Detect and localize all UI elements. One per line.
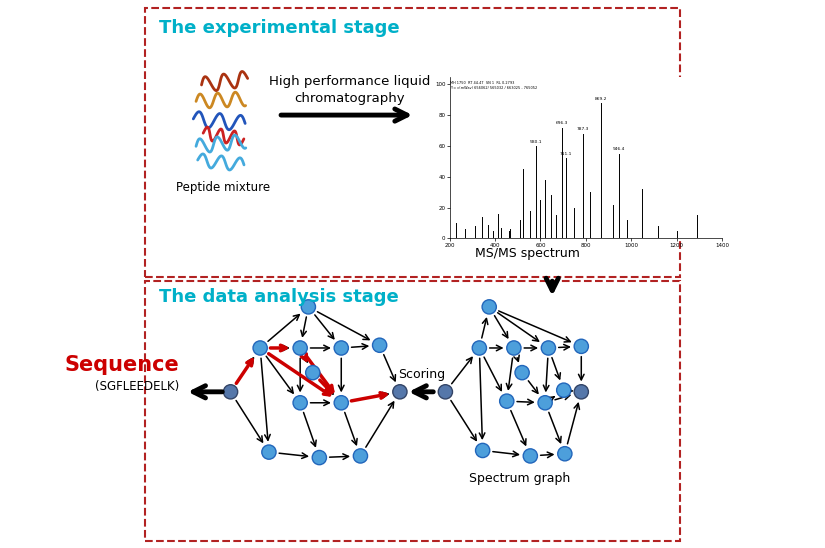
Text: Spectrum graph: Spectrum graph xyxy=(469,472,570,486)
Text: The experimental stage: The experimental stage xyxy=(159,19,400,37)
Circle shape xyxy=(500,394,514,408)
Text: The data analysis stage: The data analysis stage xyxy=(159,288,399,306)
Circle shape xyxy=(312,450,327,465)
Circle shape xyxy=(523,449,537,463)
Text: 696.3: 696.3 xyxy=(556,121,568,125)
Circle shape xyxy=(253,341,267,355)
Circle shape xyxy=(541,341,555,355)
Circle shape xyxy=(373,338,387,352)
Circle shape xyxy=(262,445,276,459)
Text: 869.2: 869.2 xyxy=(595,96,607,101)
Circle shape xyxy=(574,339,588,353)
Circle shape xyxy=(305,366,320,380)
Circle shape xyxy=(482,300,497,314)
Circle shape xyxy=(557,383,571,397)
Text: High performance liquid
chromatography: High performance liquid chromatography xyxy=(269,76,430,105)
Circle shape xyxy=(515,366,529,380)
Text: MH 1750  RT 44.47  SN 1  RL 0.2793
Y = c(mWav) 656062/ 565032 / 663025 - 765052: MH 1750 RT 44.47 SN 1 RL 0.2793 Y = c(mW… xyxy=(450,81,537,90)
Text: MS/MS spectrum: MS/MS spectrum xyxy=(475,247,580,260)
Circle shape xyxy=(558,447,572,461)
Text: 580.1: 580.1 xyxy=(530,140,542,144)
Circle shape xyxy=(334,396,348,410)
Circle shape xyxy=(301,300,315,314)
Text: Peptide mixture: Peptide mixture xyxy=(177,181,271,194)
Text: 711.1: 711.1 xyxy=(559,152,572,156)
Circle shape xyxy=(334,341,348,355)
Circle shape xyxy=(538,396,552,410)
Circle shape xyxy=(293,396,307,410)
Text: Sequence: Sequence xyxy=(65,356,180,375)
Circle shape xyxy=(293,341,307,355)
Circle shape xyxy=(224,385,238,399)
Circle shape xyxy=(393,385,407,399)
Circle shape xyxy=(353,449,368,463)
Text: (SGFLEEDELK): (SGFLEEDELK) xyxy=(96,380,180,393)
Circle shape xyxy=(438,385,452,399)
Circle shape xyxy=(475,443,490,458)
Circle shape xyxy=(472,341,487,355)
Circle shape xyxy=(574,385,588,399)
Text: Scoring: Scoring xyxy=(398,368,445,381)
Circle shape xyxy=(507,341,521,355)
Text: 946.4: 946.4 xyxy=(613,147,625,151)
Text: 787.3: 787.3 xyxy=(577,127,589,132)
